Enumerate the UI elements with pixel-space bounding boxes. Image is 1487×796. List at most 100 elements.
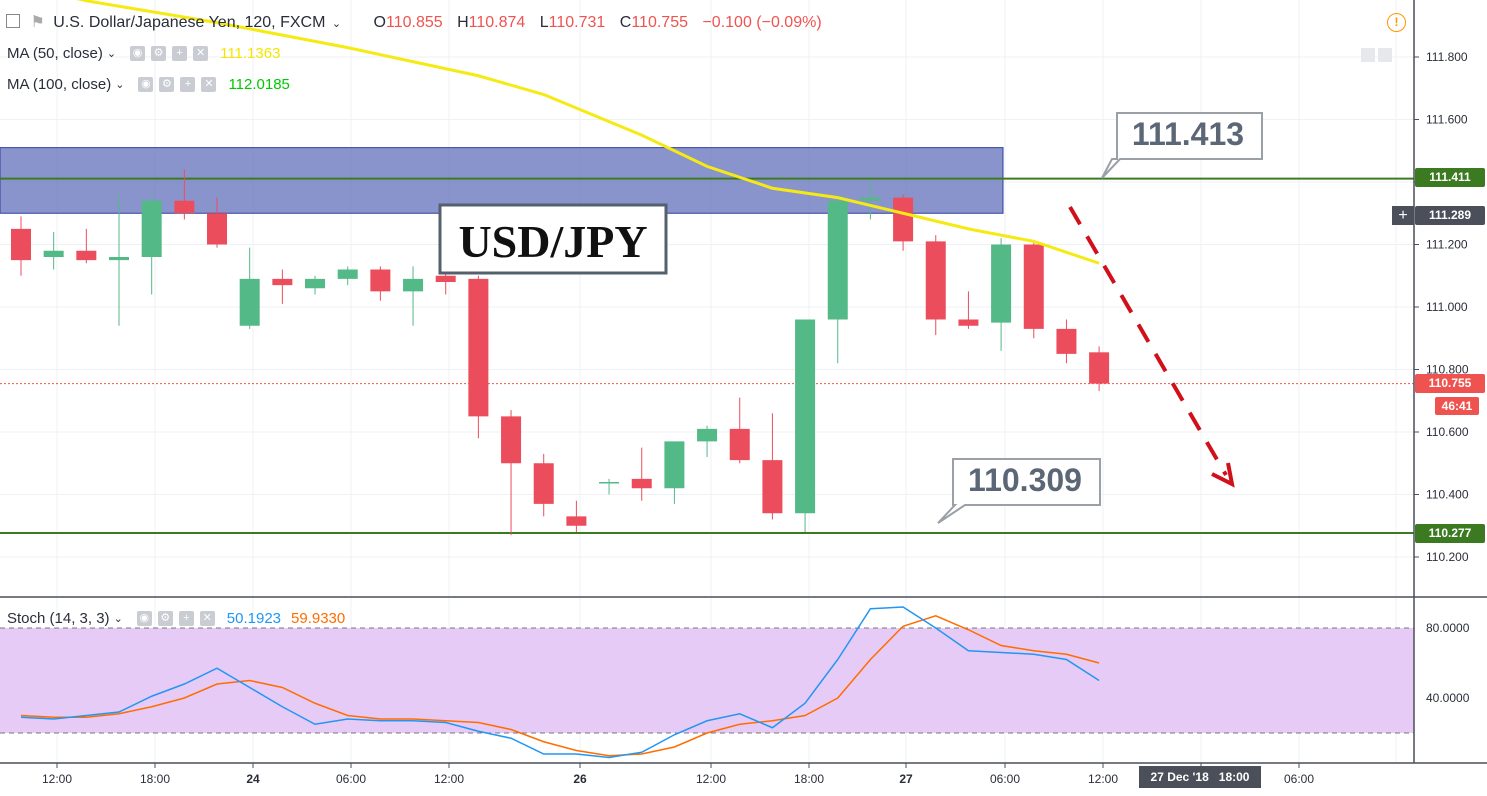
ma50-legend[interactable]: MA (50, close) ⌄ ◉ ⚙ + ✕ 111.1363 (7, 45, 280, 62)
crosshair-plus-icon[interactable]: + (1392, 206, 1414, 225)
price-tick-label: 111.800 (1426, 50, 1468, 64)
stoch-d-line (20, 614, 1100, 757)
alert-icon[interactable]: ! (1387, 13, 1406, 32)
forecast-arrow-shaft (1068, 205, 1228, 477)
candle-body (207, 213, 228, 245)
time-tick-label: 12:00 (1088, 772, 1118, 786)
time-tick-label: 06:00 (336, 772, 366, 786)
time-tick-label: 18:00 (140, 772, 170, 786)
support-price-label: 110.277 (1415, 524, 1485, 543)
time-tick-label: 12:00 (696, 772, 726, 786)
ma100-value: 112.0185 (228, 76, 290, 93)
ohlc-open: O110.855 (373, 14, 443, 31)
time-tick-label: 24 (246, 772, 260, 786)
eye-icon[interactable]: ◉ (138, 77, 154, 92)
candle-body (599, 482, 620, 484)
usdjpy-title-box: USD/JPY (438, 203, 668, 275)
symbol-title[interactable]: U.S. Dollar/Japanese Yen, 120, FXCM (53, 14, 326, 31)
candle-body (762, 460, 783, 514)
candle-body (729, 428, 750, 461)
candle-body (501, 416, 522, 464)
callout-high-text: 111.413 (1132, 116, 1244, 152)
flag-icon[interactable]: ⚑ (30, 14, 45, 31)
gear-icon[interactable]: ⚙ (159, 77, 175, 92)
chevron-down-icon[interactable]: ⌄ (106, 48, 117, 60)
candle-body (435, 275, 456, 282)
time-tick-label: 27 (899, 772, 913, 786)
header-bar: ⚑ U.S. Dollar/Japanese Yen, 120, FXCM ⌄ … (6, 12, 822, 32)
collapse-icon[interactable] (6, 14, 20, 28)
candle-body (76, 250, 97, 261)
ohlc-change: −0.100 (−0.09%) (702, 14, 822, 31)
gear-icon[interactable]: ⚙ (151, 46, 167, 61)
usdjpy-title: USD/JPY (458, 216, 647, 267)
candle-body (827, 200, 848, 320)
close-icon[interactable]: ✕ (201, 77, 217, 92)
candle-body (697, 428, 718, 442)
forecast-arrow (1068, 205, 1235, 488)
ma100-label[interactable]: MA (100, close) (7, 76, 112, 93)
candle-body (795, 319, 816, 514)
stoch-label[interactable]: Stoch (14, 3, 3) (7, 610, 110, 627)
time-tick-label: 26 (573, 772, 587, 786)
callout-high: 111.413 (1101, 112, 1263, 179)
price-tick-label: 111.200 (1426, 238, 1468, 252)
stoch-k-line (20, 606, 1100, 759)
stoch-tick-label: 80.0000 (1426, 621, 1470, 635)
candle-body (533, 463, 554, 504)
plus-icon[interactable]: + (180, 77, 196, 92)
candle-body (43, 250, 64, 257)
price-tick-label: 110.800 (1426, 363, 1469, 377)
candle-body (239, 278, 260, 326)
resistance-price-label: 111.411 (1415, 168, 1485, 187)
chevron-down-icon[interactable]: ⌄ (331, 18, 342, 30)
candle-body (1023, 244, 1044, 329)
chevron-down-icon[interactable]: ⌄ (115, 79, 125, 91)
scale-up-icon[interactable] (1378, 48, 1392, 62)
candle-body (174, 200, 195, 214)
stoch-legend[interactable]: Stoch (14, 3, 3) ⌄ ◉ ⚙ + ✕ 50.1923 59.9330 (7, 610, 345, 627)
last-price-label: 110.755 (1415, 374, 1485, 393)
scale-buttons[interactable] (1361, 48, 1392, 67)
candle-body (958, 319, 979, 326)
candle-body (893, 197, 914, 242)
scale-down-icon[interactable] (1361, 48, 1375, 62)
time-tick-label: 06:00 (1284, 772, 1314, 786)
forecast-arrow-head (1211, 462, 1235, 488)
ohlc-low: L110.731 (539, 14, 606, 31)
time-tick-label: 12:00 (434, 772, 464, 786)
ma100-legend[interactable]: MA (100, close) ⌄ ◉ ⚙ + ✕ 112.0185 (7, 76, 290, 93)
time-tick-label: 18:00 (794, 772, 824, 786)
plus-icon[interactable]: + (178, 611, 194, 626)
countdown-label: 46:41 (1435, 397, 1479, 415)
close-icon[interactable]: ✕ (193, 46, 209, 61)
chevron-down-icon[interactable]: ⌄ (113, 613, 123, 625)
price-tick-label: 110.200 (1426, 550, 1469, 564)
candle-body (141, 200, 162, 257)
stoch-band (0, 628, 1414, 733)
time-crosshair-label: 27 Dec '18 18:00 (1139, 766, 1261, 788)
plus-icon[interactable]: + (172, 46, 188, 61)
eye-icon[interactable]: ◉ (136, 611, 152, 626)
crosshair-price-label: 111.289 (1415, 206, 1485, 225)
ohlc-close: C110.755 (619, 14, 688, 31)
gear-icon[interactable]: ⚙ (157, 611, 173, 626)
time-tick-label: 12:00 (42, 772, 72, 786)
candle-body (1089, 352, 1110, 384)
candle-body (403, 278, 424, 292)
candle-body (305, 278, 326, 289)
candle-body (925, 241, 946, 320)
candles (11, 169, 1110, 536)
ma50-value: 111.1363 (220, 45, 281, 62)
candle-body (1056, 328, 1077, 354)
ma50-label[interactable]: MA (50, close) (7, 45, 103, 62)
eye-icon[interactable]: ◉ (130, 46, 146, 61)
callout-low-text: 110.309 (968, 462, 1082, 498)
candle-body (991, 244, 1012, 323)
stoch-panel (0, 596, 1487, 759)
candle-body (664, 441, 685, 489)
close-icon[interactable]: ✕ (199, 611, 215, 626)
ma50-line (76, 0, 1100, 265)
